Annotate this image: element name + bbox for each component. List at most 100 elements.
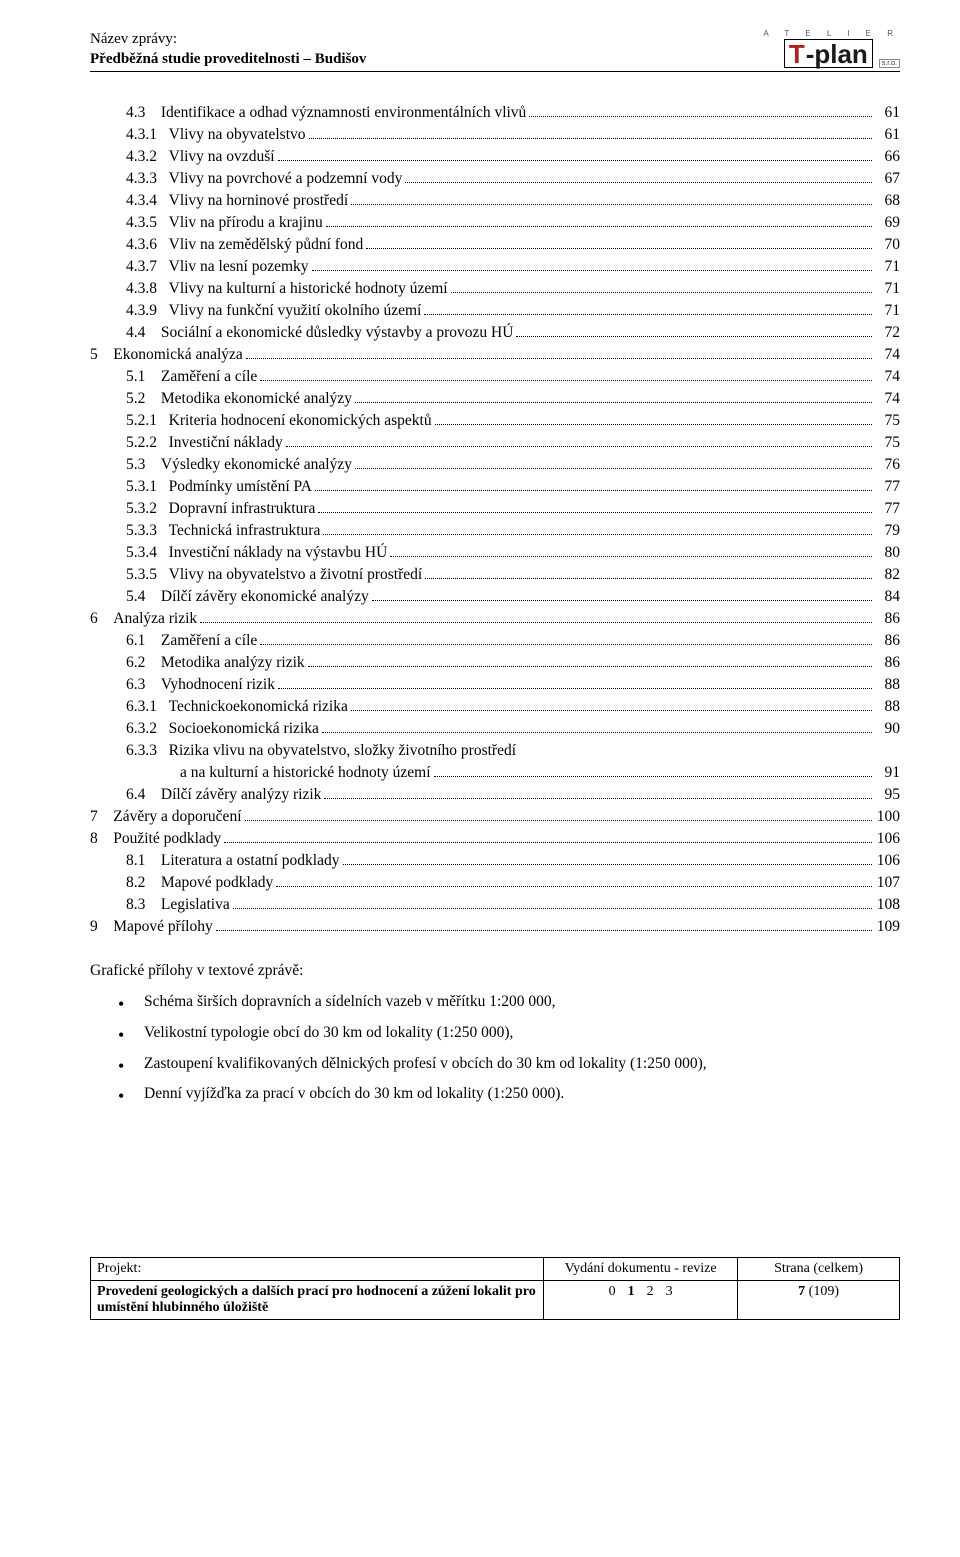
footer-page-total: (109) [809, 1284, 839, 1299]
toc-title: a na kulturní a historické hodnoty území [180, 762, 431, 784]
toc-page: 77 [874, 498, 900, 520]
toc-entry: 7 Závěry a doporučení 100 [90, 806, 900, 828]
toc-title: Závěry a doporučení [113, 806, 241, 828]
logo-box: T-plan [784, 39, 873, 68]
toc-title: Literatura a ostatní podklady [161, 850, 340, 872]
toc-leader [351, 697, 872, 711]
toc-title: Investiční náklady [169, 432, 283, 454]
revision-number: 0 [609, 1284, 616, 1299]
toc-page: 106 [874, 828, 900, 850]
toc-entry: 6.3.2 Socioekonomická rizika90 [90, 718, 900, 740]
toc-entry: 4.3.8 Vlivy na kulturní a historické hod… [90, 278, 900, 300]
toc-number: 6.3.3 [126, 740, 169, 762]
toc-leader [323, 521, 872, 535]
toc-leader [308, 653, 872, 667]
toc-leader [390, 543, 872, 557]
toc-leader [324, 785, 872, 799]
toc-page: 107 [874, 872, 900, 894]
toc-page: 70 [874, 234, 900, 256]
toc-number: 5.1 [126, 366, 161, 388]
toc-title: Vlivy na ovzduší [169, 146, 275, 168]
toc-number: 4.3.7 [126, 256, 169, 278]
toc-entry: 8.1 Literatura a ostatní podklady 106 [90, 850, 900, 872]
toc-number: 5.2.2 [126, 432, 169, 454]
toc-page: 106 [874, 850, 900, 872]
footer-project-text: Provedení geologických a dalších prací p… [91, 1281, 544, 1320]
toc-page: 109 [874, 916, 900, 938]
toc-leader [434, 763, 872, 777]
toc-page: 74 [874, 344, 900, 366]
toc-entry: 5.4 Dílčí závěry ekonomické analýzy84 [90, 586, 900, 608]
toc-number: 6.3.1 [126, 696, 169, 718]
toc-entry: 5.3 Výsledky ekonomické analýzy76 [90, 454, 900, 476]
report-title: Předběžná studie proveditelnosti – Budiš… [90, 50, 366, 70]
toc-page: 108 [874, 894, 900, 916]
toc-leader [322, 719, 872, 733]
toc-number: 4.3.4 [126, 190, 169, 212]
appendix-heading: Grafické přílohy v textové zprávě: [90, 962, 900, 980]
footer-page-values: 7 (109) [738, 1281, 900, 1320]
toc-number: 8.1 [126, 850, 161, 872]
toc-leader [516, 323, 872, 337]
toc-page: 76 [874, 454, 900, 476]
toc-page: 69 [874, 212, 900, 234]
toc-entry: 6 Analýza rizik86 [90, 608, 900, 630]
toc-number: 6.3 [126, 674, 161, 696]
toc-leader [424, 301, 872, 315]
toc-title: Dopravní infrastruktura [169, 498, 316, 520]
toc-number: 8.2 [126, 872, 161, 894]
toc-title: Metodika analýzy rizik [161, 652, 305, 674]
header-title-block: Název zprávy: Předběžná studie provedite… [90, 30, 366, 69]
toc-title: Technická infrastruktura [169, 520, 321, 542]
toc-leader [309, 125, 872, 139]
toc-leader [366, 235, 872, 249]
toc-number: 4.3.3 [126, 168, 169, 190]
toc-entry: 4.3.7 Vliv na lesní pozemky71 [90, 256, 900, 278]
toc-title: Podmínky umístění PA [169, 476, 312, 498]
toc-title: Použité podklady [113, 828, 221, 850]
toc-entry: 6.3.3 Rizika vlivu na obyvatelstvo, slož… [90, 740, 900, 762]
footer-table: Projekt: Vydání dokumentu - revize Stran… [90, 1257, 900, 1320]
toc-entry: 6.4 Dílčí závěry analýzy rizik95 [90, 784, 900, 806]
appendix-item: Velikostní typologie obcí do 30 km od lo… [118, 1021, 900, 1046]
toc-leader [278, 147, 872, 161]
toc-page: 88 [874, 674, 900, 696]
toc-page: 100 [874, 806, 900, 828]
toc-entry: 6.1 Zaměření a cíle86 [90, 630, 900, 652]
toc-page: 79 [874, 520, 900, 542]
toc-number: 6 [90, 608, 113, 630]
toc-leader [246, 345, 872, 359]
toc-entry: 6.3 Vyhodnocení rizik88 [90, 674, 900, 696]
toc-page: 88 [874, 696, 900, 718]
toc-page: 71 [874, 300, 900, 322]
toc-title: Vlivy na funkční využití okolního území [169, 300, 422, 322]
toc-page: 72 [874, 322, 900, 344]
toc-leader [529, 103, 872, 117]
toc-leader [405, 169, 872, 183]
toc-page: 67 [874, 168, 900, 190]
toc-leader [245, 807, 873, 821]
toc-entry: 4.3.2 Vlivy na ovzduší66 [90, 146, 900, 168]
toc-title: Metodika ekonomické analýzy [161, 388, 352, 410]
appendix-item: Denní vyjížďka za prací v obcích do 30 k… [118, 1082, 900, 1107]
toc-leader [425, 565, 872, 579]
toc-entry: 5.3.1 Podmínky umístění PA77 [90, 476, 900, 498]
toc-entry: 5.2.2 Investiční náklady75 [90, 432, 900, 454]
toc-entry: 8.3 Legislativa108 [90, 894, 900, 916]
toc-entry: 6.3.1 Technickoekonomická rizika 88 [90, 696, 900, 718]
toc-number: 4.3.6 [126, 234, 169, 256]
toc-page: 71 [874, 256, 900, 278]
footer-revision-values: 0123 [544, 1281, 738, 1320]
header-divider [90, 71, 900, 72]
toc-title: Investiční náklady na výstavbu HÚ [169, 542, 388, 564]
toc-leader [200, 609, 872, 623]
toc-page: 61 [874, 102, 900, 124]
toc-entry: 4.3 Identifikace a odhad významnosti env… [90, 102, 900, 124]
toc-title: Technickoekonomická rizika [169, 696, 348, 718]
toc-number: 6.2 [126, 652, 161, 674]
footer-revision-label: Vydání dokumentu - revize [544, 1258, 738, 1281]
toc-number: 7 [90, 806, 113, 828]
toc-page: 77 [874, 476, 900, 498]
toc-title: Legislativa [161, 894, 230, 916]
toc-entry: 5.3.4 Investiční náklady na výstavbu HÚ8… [90, 542, 900, 564]
